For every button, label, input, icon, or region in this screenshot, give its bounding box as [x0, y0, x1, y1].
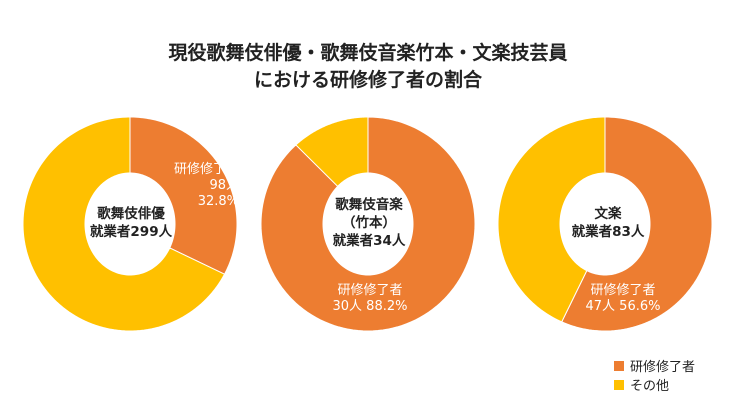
data-label-text: 研修修了者: [173, 162, 239, 177]
legend-label: その他: [630, 379, 670, 394]
legend-label: 研修修了者: [630, 360, 696, 375]
data-label-text: 研修修了者: [590, 283, 656, 298]
center-label-total: 就業者34人: [332, 233, 406, 249]
chart-title-line1: 現役歌舞伎俳優・歌舞伎音楽竹本・文楽技芸員: [168, 42, 568, 64]
center-label-name: 歌舞伎音楽: [335, 197, 403, 213]
legend-item-other: その他: [614, 375, 669, 394]
legend-swatch-orange: [614, 360, 624, 371]
legend-swatch-yellow: [614, 379, 624, 390]
chart-title-line2: における研修修了者の割合: [253, 69, 482, 91]
data-label-value: 30人 88.2%: [332, 299, 408, 314]
data-label-value: 47人 56.6%: [585, 299, 661, 314]
donut3-data-label: 研修修了者 47人 56.6%: [586, 283, 661, 315]
data-label-count: 98人: [209, 178, 239, 193]
legend-item-trained: 研修修了者: [614, 356, 695, 375]
donut2-slice-other: [295, 116, 369, 188]
donut2-data-label: 研修修了者 30人 88.2%: [333, 283, 408, 315]
data-label-pct: 32.8%: [197, 194, 239, 209]
donut1-center-label: 歌舞伎俳優 就業者299人: [90, 205, 172, 241]
donut1-slice-other: [22, 116, 226, 332]
center-label-name: 文楽: [594, 206, 622, 222]
donut3-center-label: 文楽 就業者83人: [572, 205, 645, 241]
donut1-data-label: 研修修了者 98人 32.8%: [174, 162, 239, 210]
donut2-center-label: 歌舞伎音楽 （竹本） 就業者34人: [333, 196, 406, 250]
center-label-subname: （竹本）: [341, 215, 396, 231]
center-label-total: 就業者299人: [89, 224, 173, 240]
data-label-text: 研修修了者: [337, 283, 403, 298]
center-label-total: 就業者83人: [571, 224, 645, 240]
donut3-slice-other: [497, 116, 606, 323]
center-label-name: 歌舞伎俳優: [97, 206, 165, 222]
